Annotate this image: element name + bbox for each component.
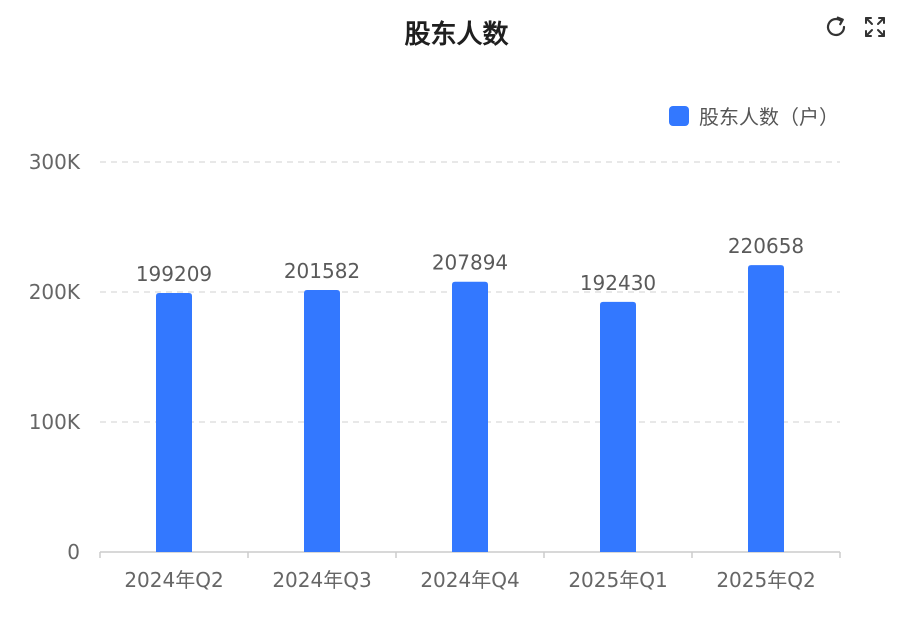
x-tick-label: 2025年Q1 <box>568 568 667 592</box>
x-tick-label: 2024年Q3 <box>272 568 371 592</box>
y-tick-label: 100K <box>29 410 81 434</box>
fullscreen-button[interactable] <box>862 14 888 40</box>
x-tick-label: 2024年Q2 <box>124 568 223 592</box>
y-tick-label: 300K <box>29 150 81 174</box>
chart-title: 股东人数 <box>404 20 509 50</box>
x-tick-label: 2024年Q4 <box>420 568 519 592</box>
y-tick-label: 200K <box>29 280 81 304</box>
bar[interactable] <box>304 289 340 552</box>
legend-label: 股东人数（户） <box>699 105 839 129</box>
bars <box>156 265 784 552</box>
refresh-button[interactable] <box>823 14 849 40</box>
grid-lines <box>100 161 840 423</box>
bar[interactable] <box>156 293 192 552</box>
data-label: 201582 <box>284 259 360 283</box>
bar[interactable] <box>748 265 784 552</box>
axes: 0 100K 200K 300K 2024年Q2 2024年Q3 2024年Q4 2025年Q… <box>29 150 841 592</box>
fullscreen-icon <box>865 17 885 37</box>
data-label: 207894 <box>432 251 508 275</box>
legend-swatch <box>669 106 689 126</box>
refresh-icon <box>826 16 846 37</box>
legend[interactable]: 股东人数（户） <box>669 105 839 129</box>
data-label: 220658 <box>728 234 804 258</box>
data-label: 199209 <box>136 262 212 286</box>
data-labels: 199209 201582 207894 192430 220658 <box>136 234 804 295</box>
y-tick-label: 0 <box>67 540 80 564</box>
bar[interactable] <box>452 281 488 552</box>
x-tick-label: 2025年Q2 <box>716 568 815 592</box>
bar[interactable] <box>600 301 636 552</box>
data-label: 192430 <box>580 271 656 295</box>
